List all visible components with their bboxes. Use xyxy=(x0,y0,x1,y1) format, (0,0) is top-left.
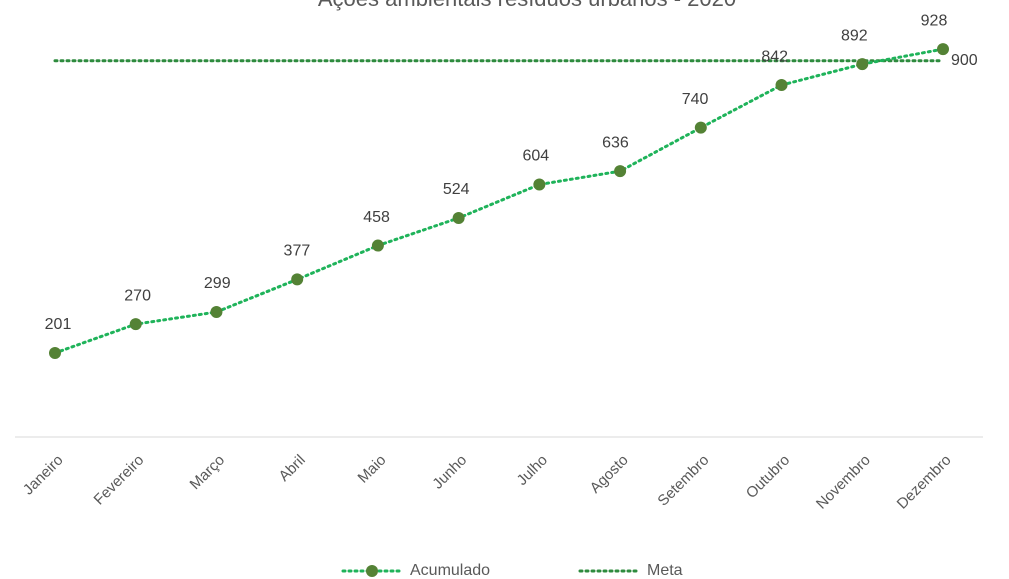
x-tick-label: Maio xyxy=(355,452,390,487)
x-tick-label: Novembro xyxy=(813,452,874,513)
marker xyxy=(452,211,465,224)
marker xyxy=(291,273,304,286)
marker xyxy=(694,121,707,134)
data-label: 892 xyxy=(841,27,868,44)
data-label: 740 xyxy=(682,91,709,108)
x-tick-label: Março xyxy=(187,452,228,493)
legend-label: Acumulado xyxy=(410,562,490,579)
data-label: 524 xyxy=(443,181,470,198)
x-tick-label: Abril xyxy=(276,452,309,485)
x-tick-label: Dezembro xyxy=(894,452,955,513)
data-label: 299 xyxy=(204,275,231,292)
x-tick-label: Janeiro xyxy=(20,452,67,499)
marker xyxy=(371,239,384,252)
data-label: 928 xyxy=(921,12,948,29)
x-tick-label: Julho xyxy=(514,452,551,489)
marker xyxy=(614,165,627,178)
data-label: 842 xyxy=(761,48,788,65)
marker xyxy=(210,306,223,319)
marker xyxy=(856,58,869,71)
data-label: 604 xyxy=(522,148,549,165)
legend-label: Meta xyxy=(647,562,683,579)
marker xyxy=(533,178,546,191)
marker xyxy=(129,318,142,331)
legend-marker xyxy=(366,565,378,577)
line xyxy=(53,47,945,355)
data-label: 377 xyxy=(284,243,311,260)
chart-title: Ações ambientais resíduos urbanos - 2020 xyxy=(318,0,736,11)
x-tick-label: Fevereiro xyxy=(91,452,148,509)
marker xyxy=(49,346,61,359)
data-label: 201 xyxy=(45,316,72,333)
x-tick-label: Outubro xyxy=(743,452,793,502)
data-label: 636 xyxy=(602,134,629,151)
x-tick-label: Junho xyxy=(429,452,470,493)
x-tick-label: Setembro xyxy=(654,452,712,510)
data-label: 270 xyxy=(124,287,151,304)
data-label: 900 xyxy=(951,52,978,69)
x-tick-label: Agosto xyxy=(587,452,632,497)
marker xyxy=(937,43,949,56)
marker xyxy=(775,79,788,92)
data-label: 458 xyxy=(363,209,390,226)
